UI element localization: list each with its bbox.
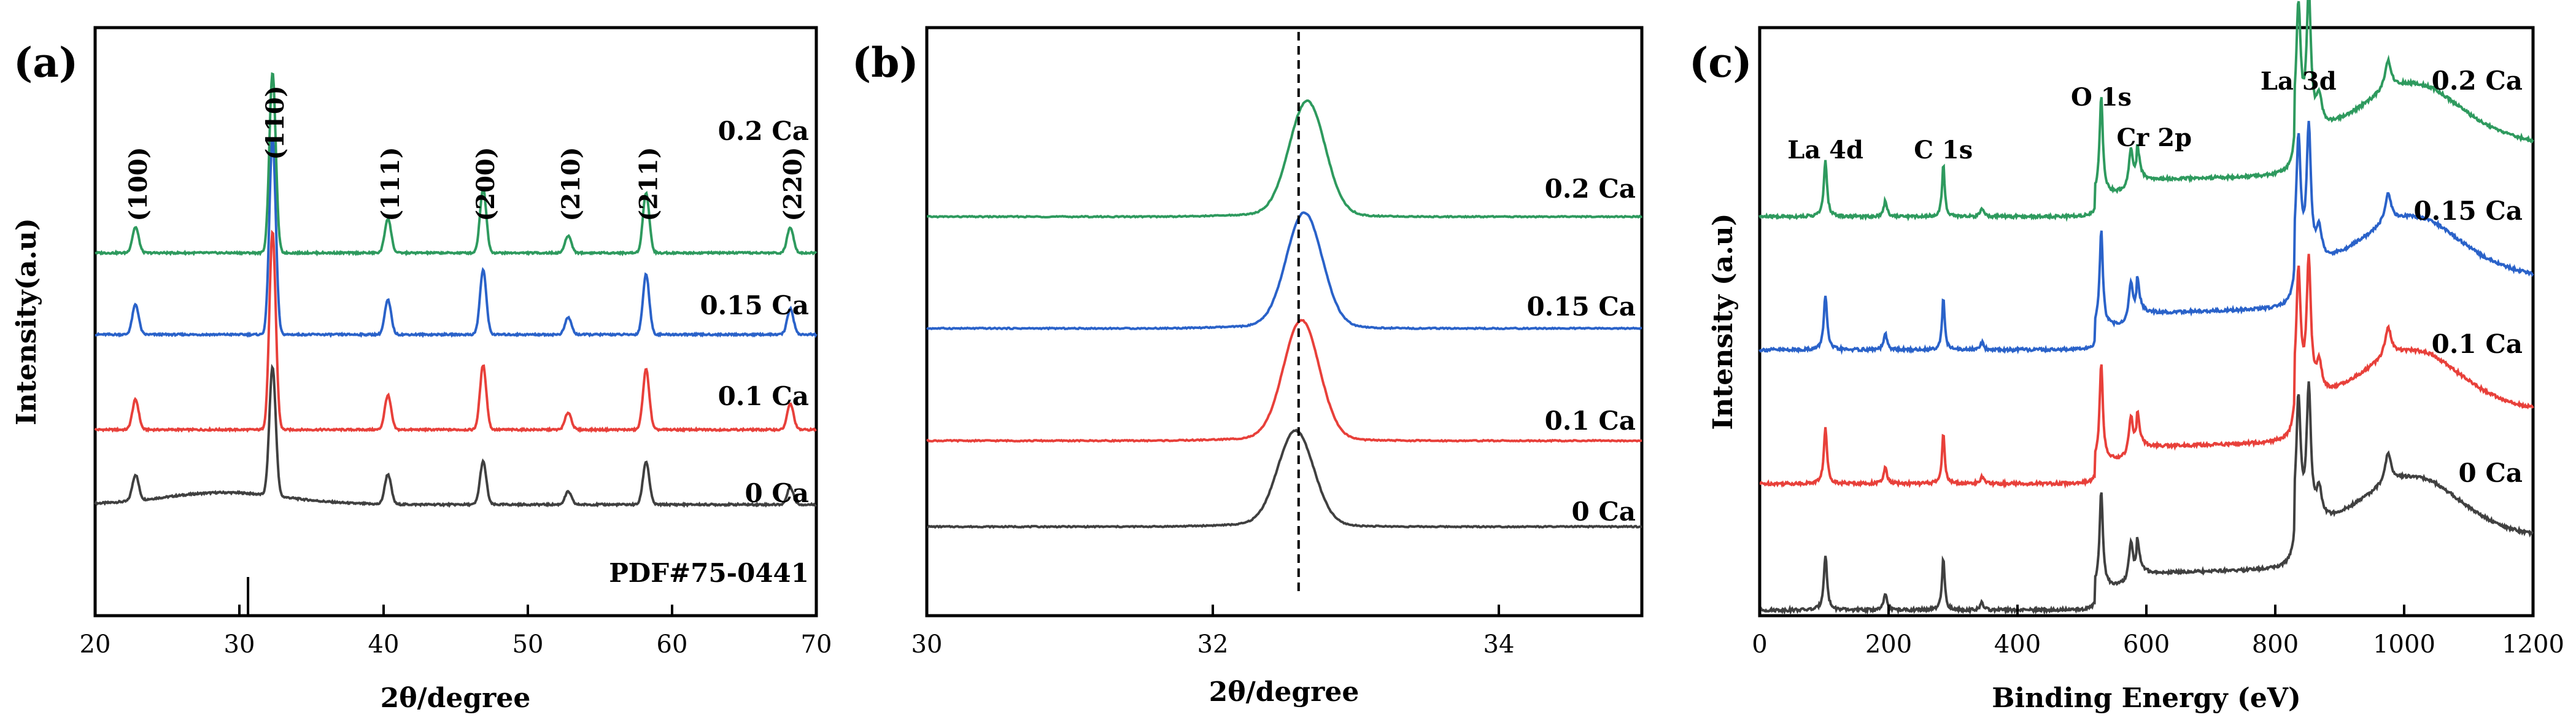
peak-label-cr-2p: Cr 2p	[2116, 123, 2192, 152]
panel-c-series	[1758, 0, 2534, 616]
panel-c-x-tick-label: 200	[1865, 630, 1912, 659]
peak-label-la-3d: La 3d	[2261, 67, 2337, 96]
miller-index-100: (100)	[124, 147, 153, 221]
miller-index-210: (210)	[557, 147, 586, 221]
miller-index-220: (220)	[779, 147, 808, 221]
series-0-15-ca-line	[95, 137, 818, 338]
panel-b-xrd-zoom: (b) 30 32 34 0 Ca 0.1 Ca 0.15 Ca 0.2 Ca 2θ/de…	[852, 26, 1644, 708]
panel-b-frame	[925, 26, 1644, 618]
series-0-ca-label: 0 Ca	[2459, 458, 2523, 488]
panel-a-reference: PDF#75-0441	[247, 558, 809, 616]
peak-label-o-1s: O 1s	[2071, 83, 2132, 112]
panel-b-x-tick-label: 30	[911, 630, 943, 659]
series-0-2-ca-label: 0.2 Ca	[1545, 174, 1636, 204]
panel-b-series-labels: 0 Ca 0.1 Ca 0.15 Ca 0.2 Ca	[1526, 174, 1636, 527]
reference-pdf-label: PDF#75-0441	[609, 558, 809, 588]
miller-index-200: (200)	[471, 147, 500, 221]
panel-a-letter: (a)	[14, 39, 78, 87]
series-0-15-ca-line	[1758, 120, 2534, 355]
panel-c-letter: (c)	[1689, 39, 1752, 87]
panel-a-miller-indices: (100) (110) (111) (200) (210) (211) (220)	[124, 85, 808, 221]
panel-b-x-tick-label: 34	[1483, 630, 1515, 659]
panel-a-series-labels: 0 Ca 0.1 Ca 0.15 Ca 0.2 Ca	[700, 116, 809, 508]
panel-c-x-axis-title: Binding Energy (eV)	[1992, 683, 2301, 714]
panel-a-x-ticks: 20 30 40 50 60 70	[80, 605, 832, 659]
panel-a-x-tick-label: 40	[368, 630, 400, 659]
series-0-1-ca-label: 0.1 Ca	[1545, 406, 1636, 436]
panel-a-x-tick-label: 60	[657, 630, 688, 659]
panel-c-x-ticks: 0 200 400 600 800 1000 1200	[1752, 605, 2564, 659]
panel-b-letter: (b)	[852, 39, 919, 87]
panel-a-x-tick-label: 30	[224, 630, 255, 659]
series-0-15-ca-line	[926, 211, 1642, 331]
series-0-2-ca-label: 0.2 Ca	[2432, 66, 2523, 96]
series-0-2-ca-line	[1758, 0, 2534, 222]
peak-label-la-4d: La 4d	[1787, 136, 1863, 165]
panel-c-y-axis-title: Intensity (a.u)	[1708, 213, 1739, 430]
panel-c-series-labels: 0 Ca 0.1 Ca 0.15 Ca 0.2 Ca	[2413, 66, 2523, 488]
miller-index-110: (110)	[261, 85, 290, 160]
panel-c-x-tick-label: 400	[1994, 630, 2041, 659]
series-0-2-ca-line	[926, 99, 1643, 219]
series-0-ca-line	[94, 363, 817, 508]
series-0-1-ca-label: 0.1 Ca	[718, 381, 809, 411]
series-0-2-ca-line	[95, 72, 818, 257]
series-0-ca-label: 0 Ca	[1572, 497, 1636, 527]
series-0-15-ca-label: 0.15 Ca	[700, 290, 809, 320]
panel-a-series	[94, 72, 818, 508]
panel-c-x-tick-label: 600	[2123, 630, 2170, 659]
panel-a-xrd: (a) 20 30 40 50 60 70 (100) (110) (111) (200) (21…	[11, 26, 832, 714]
panel-a-x-tick-label: 70	[801, 630, 832, 659]
panel-c-frame	[1758, 26, 2535, 618]
panel-c-x-tick-label: 0	[1752, 630, 1767, 659]
series-0-1-ca-label: 0.1 Ca	[2432, 329, 2523, 359]
panel-b-x-ticks: 30 32 34	[911, 605, 1515, 659]
series-0-ca-line	[1758, 381, 2534, 616]
series-0-1-ca-line	[94, 230, 817, 433]
panel-a-frame	[93, 26, 818, 618]
series-0-15-ca-label: 0.15 Ca	[2413, 196, 2523, 226]
panel-c-x-tick-label: 800	[2252, 630, 2299, 659]
panel-b-x-axis-title: 2θ/degree	[1209, 676, 1360, 708]
series-0-2-ca-label: 0.2 Ca	[718, 116, 809, 146]
panel-c-xps: (c) 0 200 400 600 800 1000 1200 0 Ca 0.1 Ca 0.15…	[1689, 0, 2564, 714]
panel-b-series	[926, 99, 1643, 529]
miller-index-211: (211)	[635, 147, 663, 221]
miller-index-111: (111)	[376, 147, 405, 221]
series-0-1-ca-line	[1759, 254, 2534, 489]
panel-a-x-axis-title: 2θ/degree	[381, 683, 531, 714]
panel-a-x-tick-label: 50	[512, 630, 544, 659]
panel-a-y-axis-title: Intensity(a.u)	[11, 218, 42, 425]
panel-b-x-tick-label: 32	[1197, 630, 1229, 659]
series-0-ca-label: 0 Ca	[745, 478, 810, 508]
series-0-1-ca-line	[926, 319, 1642, 443]
peak-label-c-1s: C 1s	[1914, 136, 1973, 165]
panel-c-x-tick-label: 1000	[2373, 630, 2435, 659]
series-0-15-ca-label: 0.15 Ca	[1526, 292, 1636, 322]
panel-c-x-tick-label: 1200	[2502, 630, 2564, 659]
panel-c-peak-labels: La 4d C 1s O 1s Cr 2p La 3d	[1787, 67, 2337, 165]
series-0-ca-line	[926, 428, 1642, 529]
panel-a-x-tick-label: 20	[80, 630, 111, 659]
